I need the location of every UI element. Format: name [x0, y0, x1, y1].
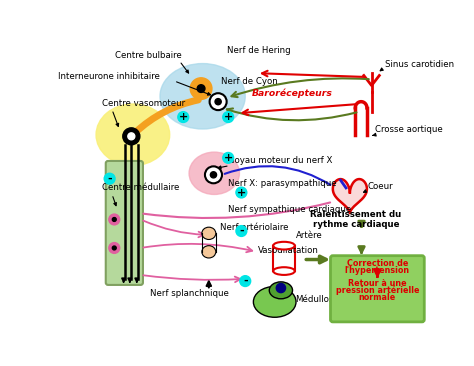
- Text: +: +: [237, 187, 246, 198]
- Circle shape: [276, 283, 285, 293]
- Text: Nerf X: parasympathique: Nerf X: parasympathique: [228, 179, 337, 188]
- Ellipse shape: [254, 287, 296, 317]
- Text: Nerf splanchnique: Nerf splanchnique: [150, 290, 229, 299]
- Text: Noyau moteur du nerf X: Noyau moteur du nerf X: [228, 156, 333, 165]
- Text: l'hypertension: l'hypertension: [345, 266, 410, 275]
- Ellipse shape: [160, 64, 245, 129]
- Text: Nerf de Hering: Nerf de Hering: [228, 46, 291, 55]
- Text: Centre médullaire: Centre médullaire: [102, 183, 179, 192]
- Text: Correction de: Correction de: [346, 259, 408, 268]
- Circle shape: [210, 93, 227, 110]
- Text: Centre vasomoteur: Centre vasomoteur: [102, 98, 185, 108]
- Circle shape: [240, 276, 251, 287]
- Circle shape: [236, 226, 247, 236]
- Polygon shape: [333, 179, 367, 213]
- Circle shape: [215, 98, 221, 105]
- Circle shape: [104, 173, 115, 184]
- Ellipse shape: [189, 152, 239, 194]
- Circle shape: [112, 217, 116, 221]
- Circle shape: [190, 78, 212, 99]
- Text: Crosse aortique: Crosse aortique: [375, 126, 443, 134]
- Text: pression artérielle: pression artérielle: [336, 285, 419, 295]
- FancyBboxPatch shape: [106, 161, 143, 285]
- Text: +: +: [179, 112, 188, 122]
- Circle shape: [123, 128, 140, 145]
- Circle shape: [223, 112, 234, 123]
- Text: Médullosurrénale: Médullosurrénale: [296, 295, 370, 304]
- Text: Vasodilatation: Vasodilatation: [257, 246, 319, 255]
- Circle shape: [112, 246, 116, 250]
- Circle shape: [197, 85, 205, 93]
- Text: Artère: Artère: [296, 231, 322, 240]
- Text: Sinus carotidien: Sinus carotidien: [385, 60, 454, 69]
- Text: Interneurone inhibitaire: Interneurone inhibitaire: [58, 72, 160, 81]
- Circle shape: [210, 172, 217, 178]
- Text: Centre bulbaire: Centre bulbaire: [115, 51, 182, 60]
- Circle shape: [178, 112, 189, 123]
- Text: Barorécepteurs: Barorécepteurs: [251, 89, 332, 98]
- Ellipse shape: [96, 104, 170, 165]
- Text: Nerf sympathique cardiaque: Nerf sympathique cardiaque: [228, 205, 351, 214]
- Text: +: +: [224, 153, 233, 163]
- Ellipse shape: [273, 242, 295, 250]
- Text: normale: normale: [359, 292, 396, 302]
- Text: Nerf de Cyon: Nerf de Cyon: [221, 77, 277, 86]
- Text: -: -: [239, 226, 244, 236]
- Ellipse shape: [202, 227, 216, 239]
- FancyBboxPatch shape: [330, 256, 424, 322]
- Text: Ralentissement du
rythme cardiaque: Ralentissement du rythme cardiaque: [310, 210, 401, 229]
- Text: Retour à une: Retour à une: [348, 279, 407, 288]
- Text: Coeur: Coeur: [368, 182, 393, 191]
- Text: Nerf artériolaire: Nerf artériolaire: [220, 223, 289, 232]
- Circle shape: [205, 167, 222, 183]
- Circle shape: [109, 214, 120, 225]
- Text: -: -: [107, 174, 112, 184]
- Text: +: +: [224, 112, 233, 122]
- Circle shape: [236, 187, 247, 198]
- Text: -: -: [243, 276, 247, 286]
- Circle shape: [109, 243, 120, 253]
- Circle shape: [223, 153, 234, 163]
- Circle shape: [128, 133, 135, 140]
- Ellipse shape: [269, 282, 292, 299]
- Ellipse shape: [273, 267, 295, 275]
- Ellipse shape: [202, 246, 216, 258]
